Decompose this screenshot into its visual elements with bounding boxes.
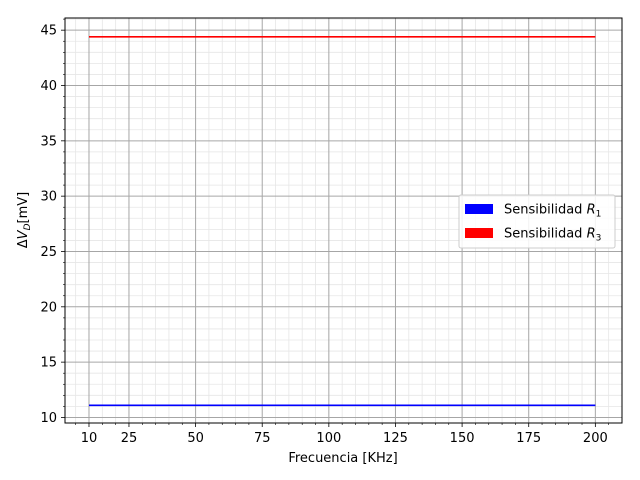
y-tick-label: 15	[40, 356, 57, 371]
y-axis-label: ΔVD[mV]	[16, 192, 33, 248]
y-tick-label: 30	[40, 190, 57, 205]
y-tick-label: 45	[40, 24, 57, 39]
x-tick-label: 75	[254, 431, 271, 446]
legend-label-2: Sensibilidad R3	[504, 227, 601, 244]
plot-frame	[64, 17, 623, 424]
legend-box	[458, 194, 616, 249]
y-tick-label: 40	[40, 79, 57, 94]
x-tick-label: 125	[383, 431, 408, 446]
x-tick-label: 50	[187, 431, 204, 446]
legend-swatch-2	[465, 228, 493, 238]
legend: Sensibilidad R1 Sensibilidad R3	[458, 194, 616, 249]
x-tick-label: 175	[516, 431, 541, 446]
y-tick-label: 10	[40, 411, 57, 426]
y-tick-label: 20	[40, 300, 57, 315]
legend-label-1: Sensibilidad R1	[504, 203, 601, 220]
y-axis: 10 15 20 25 30 35 40 45	[40, 18, 65, 426]
series-layer	[88, 36, 596, 407]
x-axis-label: Frecuencia [KHz]	[288, 451, 397, 466]
x-axis: 10 25 50 75 100 125 150 175 200	[75, 423, 609, 446]
x-tick-label: 200	[583, 431, 608, 446]
x-tick-label: 10	[81, 431, 98, 446]
x-tick-label: 100	[316, 431, 341, 446]
legend-swatch-1	[465, 204, 493, 214]
y-tick-label: 35	[40, 134, 57, 149]
x-tick-label: 150	[450, 431, 475, 446]
x-tick-label: 25	[121, 431, 138, 446]
y-tick-label: 25	[40, 245, 57, 260]
